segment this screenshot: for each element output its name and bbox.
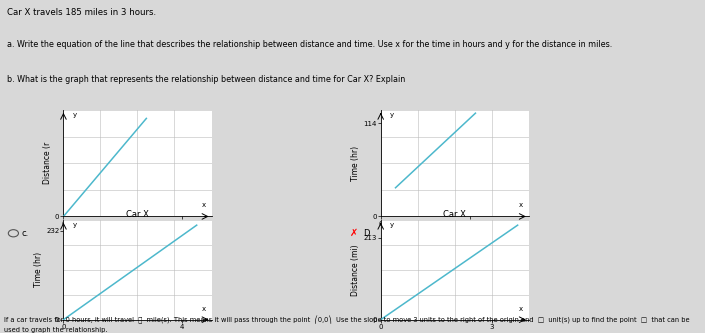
Title: Car X: Car X — [126, 210, 149, 219]
Text: b. What is the graph that represents the relationship between distance and time : b. What is the graph that represents the… — [7, 75, 405, 84]
Text: x: x — [519, 202, 523, 208]
Text: y: y — [73, 112, 76, 118]
Text: x: x — [202, 202, 206, 208]
Title: Car X: Car X — [443, 210, 466, 219]
Text: x: x — [519, 306, 523, 312]
Text: y: y — [390, 222, 393, 228]
Y-axis label: Distance (mi): Distance (mi) — [351, 244, 360, 296]
Text: c.: c. — [22, 229, 29, 238]
Text: x: x — [202, 306, 206, 312]
Text: a. Write the equation of the line that describes the relationship between distan: a. Write the equation of the line that d… — [7, 40, 613, 49]
X-axis label: Time (hr): Time (hr) — [120, 229, 155, 238]
Text: Car X travels 185 miles in 3 hours.: Car X travels 185 miles in 3 hours. — [7, 8, 157, 17]
Text: y: y — [73, 222, 76, 228]
Text: y: y — [390, 112, 393, 118]
Y-axis label: Time (hr): Time (hr) — [35, 252, 43, 287]
X-axis label: Distance (mi): Distance (mi) — [429, 229, 481, 238]
Text: D.: D. — [363, 229, 372, 238]
Y-axis label: Distance (r: Distance (r — [43, 142, 52, 184]
Y-axis label: Time (hr): Time (hr) — [351, 146, 360, 181]
Text: ✗: ✗ — [350, 228, 358, 238]
Text: If a car travels for 0 hours, it will travel  ⓞ  mile(s). This means it will pas: If a car travels for 0 hours, it will tr… — [4, 316, 689, 324]
Text: used to graph the relationship.: used to graph the relationship. — [4, 327, 107, 333]
